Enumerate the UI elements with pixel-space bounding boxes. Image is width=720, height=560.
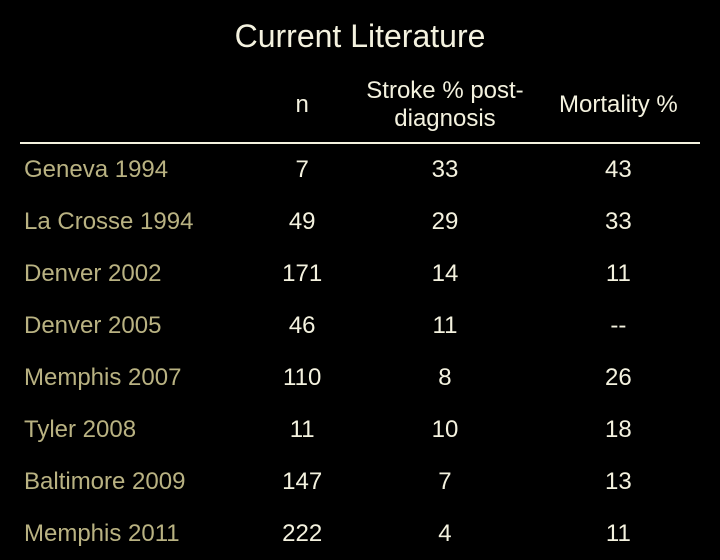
cell-stroke: 7	[353, 456, 537, 508]
cell-n: 49	[251, 196, 353, 248]
col-header-mortality: Mortality %	[537, 71, 700, 143]
cell-study: Denver 2002	[20, 248, 251, 300]
table-row: La Crosse 1994492933	[20, 196, 700, 248]
table-row: Memphis 2007110826	[20, 352, 700, 404]
cell-mortality: 26	[537, 352, 700, 404]
cell-mortality: --	[537, 300, 700, 352]
cell-n: 222	[251, 508, 353, 560]
literature-table: n Stroke % post-diagnosis Mortality % Ge…	[20, 71, 700, 560]
cell-stroke: 8	[353, 352, 537, 404]
cell-study: Geneva 1994	[20, 143, 251, 196]
cell-n: 11	[251, 404, 353, 456]
col-header-stroke: Stroke % post-diagnosis	[353, 71, 537, 143]
cell-study: La Crosse 1994	[20, 196, 251, 248]
table-row: Baltimore 2009147713	[20, 456, 700, 508]
cell-stroke: 4	[353, 508, 537, 560]
cell-study: Baltimore 2009	[20, 456, 251, 508]
cell-n: 147	[251, 456, 353, 508]
slide: Current Literature n Stroke % post-diagn…	[0, 0, 720, 540]
cell-mortality: 18	[537, 404, 700, 456]
col-header-n: n	[251, 71, 353, 143]
table-row: Tyler 2008111018	[20, 404, 700, 456]
cell-study: Tyler 2008	[20, 404, 251, 456]
cell-mortality: 11	[537, 248, 700, 300]
slide-title: Current Literature	[20, 18, 700, 55]
table-row: Memphis 2011222411	[20, 508, 700, 560]
cell-stroke: 10	[353, 404, 537, 456]
cell-study: Memphis 2011	[20, 508, 251, 560]
cell-study: Denver 2005	[20, 300, 251, 352]
cell-study: Memphis 2007	[20, 352, 251, 404]
cell-n: 171	[251, 248, 353, 300]
cell-mortality: 11	[537, 508, 700, 560]
cell-n: 7	[251, 143, 353, 196]
cell-mortality: 33	[537, 196, 700, 248]
cell-mortality: 43	[537, 143, 700, 196]
table-row: Geneva 199473343	[20, 143, 700, 196]
cell-stroke: 33	[353, 143, 537, 196]
table-row: Denver 20054611--	[20, 300, 700, 352]
cell-mortality: 13	[537, 456, 700, 508]
table-header-row: n Stroke % post-diagnosis Mortality %	[20, 71, 700, 143]
cell-stroke: 29	[353, 196, 537, 248]
table-row: Denver 20021711411	[20, 248, 700, 300]
cell-stroke: 14	[353, 248, 537, 300]
cell-n: 110	[251, 352, 353, 404]
table-body: Geneva 199473343La Crosse 1994492933Denv…	[20, 143, 700, 560]
cell-n: 46	[251, 300, 353, 352]
col-header-study	[20, 71, 251, 143]
cell-stroke: 11	[353, 300, 537, 352]
